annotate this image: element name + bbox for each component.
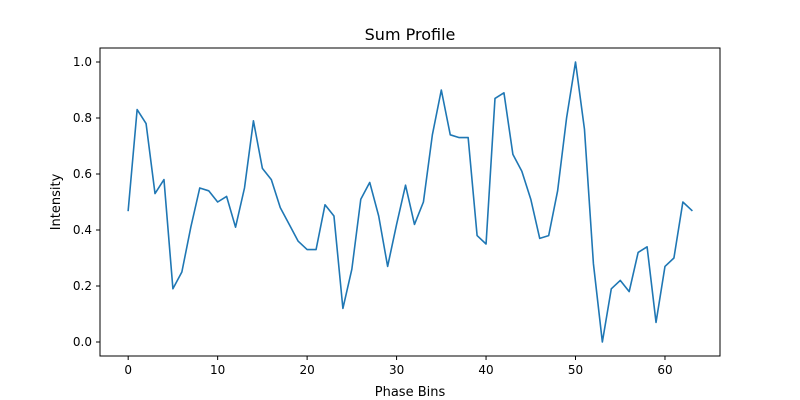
plot-frame (99, 47, 721, 357)
y-axis-label: Intensity (49, 173, 64, 230)
y-tick-label: 0.2 (73, 279, 92, 293)
x-tick-label: 20 (299, 363, 314, 377)
x-axis-label: Phase Bins (375, 385, 446, 400)
x-tick-label: 40 (478, 363, 493, 377)
series-line (127, 61, 693, 343)
x-tick-label: 0 (124, 363, 132, 377)
y-tick-label: 1.0 (73, 55, 92, 69)
chart-title: Sum Profile (365, 25, 456, 44)
x-tick-label: 10 (210, 363, 225, 377)
x-tick-label: 30 (389, 363, 404, 377)
x-tick-label: 50 (568, 363, 583, 377)
y-tick-label: 0.4 (73, 223, 92, 237)
y-tick-label: 0.6 (73, 167, 92, 181)
y-tick-label: 0.0 (73, 335, 92, 349)
y-tick-label: 0.8 (73, 111, 92, 125)
x-tick-label: 60 (657, 363, 672, 377)
ticks-layer: 0 10 20 30 40 50 60 0.0 0.2 0.4 0.6 0.8 1.0 (73, 55, 673, 377)
